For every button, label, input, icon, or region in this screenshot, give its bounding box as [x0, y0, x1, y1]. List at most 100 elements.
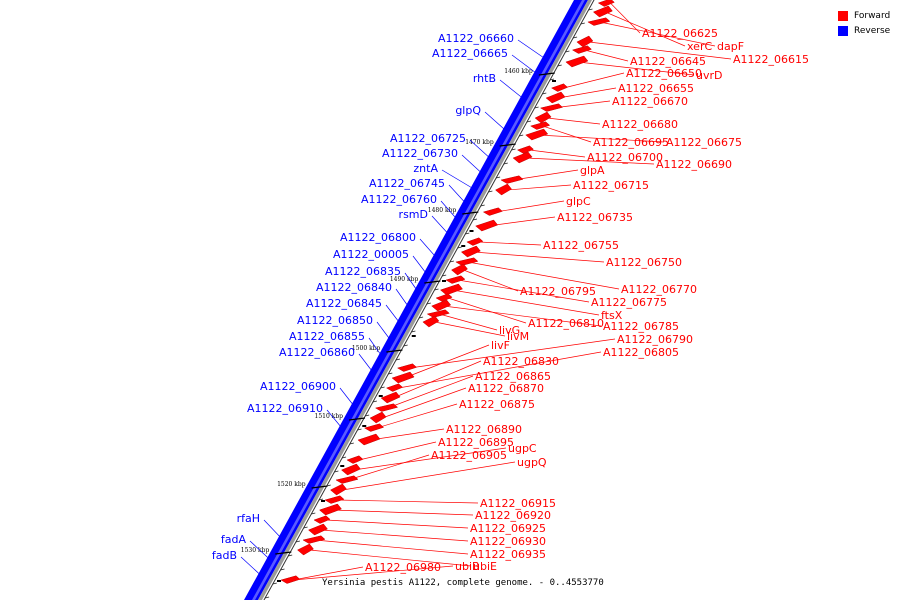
reverse-gene-leader	[517, 39, 548, 61]
forward-gene-label: A1122_06925	[470, 522, 546, 535]
reverse-gene-leader	[511, 54, 539, 76]
minor-tick	[503, 162, 508, 165]
forward-gene-leader	[584, 49, 629, 62]
tick-label: 1490 kbp	[390, 276, 419, 283]
forward-gene-label: A1122_06895	[438, 436, 514, 449]
forward-gene-label: ugpQ	[517, 456, 547, 469]
forward-gene-leader	[320, 529, 469, 542]
forward-gene-label: A1122_06670	[612, 95, 688, 108]
minor-tick	[349, 442, 354, 445]
forward-gene-label: A1122_06675	[666, 136, 742, 149]
reverse-gene-leader	[395, 288, 411, 310]
reverse-gene-leader	[339, 387, 356, 409]
legend-item-reverse: Reverse	[838, 23, 890, 38]
reverse-gene-label: rfaH	[237, 512, 260, 525]
forward-gene-leader	[292, 565, 454, 581]
forward-gene	[500, 175, 524, 184]
forward-gene-leader	[314, 539, 469, 555]
forward-gene	[374, 403, 399, 412]
forward-gene	[335, 475, 359, 484]
forward-gene-leader	[487, 216, 556, 227]
reverse-gene-label: A1122_06855	[289, 330, 365, 343]
forward-gene	[451, 263, 468, 276]
forward-gene-label: A1122_06905	[431, 449, 507, 462]
feature-marker	[378, 395, 383, 397]
forward-gene-leader	[392, 360, 482, 399]
forward-gene-leader	[542, 125, 592, 143]
genome-caption: Yersinia pestis A1122, complete genome. …	[322, 578, 604, 588]
forward-gene-label: A1122_06690	[656, 158, 732, 171]
minor-tick	[557, 64, 562, 67]
forward-gene-label: A1122_06755	[543, 239, 619, 252]
minor-tick	[318, 498, 324, 501]
forward-gene	[587, 17, 611, 26]
forward-gene-label: A1122_06715	[573, 179, 649, 192]
feature-marker	[552, 80, 556, 82]
forward-gene-leader	[537, 134, 665, 143]
forward-gene-label: A1122_06615	[733, 53, 809, 66]
reverse-gene-label: A1122_06665	[432, 47, 508, 60]
minor-tick	[526, 120, 531, 123]
forward-gene-label: livF	[491, 339, 510, 352]
reverse-gene-leader	[412, 255, 429, 277]
minor-tick	[388, 372, 393, 375]
forward-gene-leader	[588, 41, 732, 60]
forward-gene	[460, 245, 481, 258]
minor-tick	[342, 456, 347, 459]
forward-gene-leader	[558, 87, 617, 99]
scale-ticks: 1460 kbp 1470 kbp 1480 kbp 1490 kbp 1500 kbp…	[241, 8, 593, 599]
feature-marker	[321, 500, 325, 502]
reverse-gene-leader	[441, 169, 476, 191]
forward-gene	[318, 503, 342, 516]
minor-tick	[573, 36, 578, 39]
genome-backbone	[244, 0, 595, 600]
forward-gene-label: A1122_06650	[626, 67, 702, 80]
reverse-gene-leader	[240, 556, 263, 578]
tick-label: 1520 kbp	[277, 481, 306, 488]
tick-label: 1510 kbp	[315, 413, 344, 420]
forward-gene-leader	[443, 305, 602, 327]
forward-gene-leader	[398, 351, 602, 389]
minor-tick	[480, 204, 485, 207]
backbone-line	[258, 0, 592, 600]
reverse-gene-leader	[499, 79, 526, 101]
forward-gene-label: A1122_06625	[642, 27, 718, 40]
tick-label: 1470 kbp	[465, 139, 494, 146]
minor-tick	[580, 22, 585, 25]
forward-gene-label: A1122_06920	[475, 509, 551, 522]
minor-tick	[488, 190, 493, 193]
tick-mark	[499, 143, 516, 147]
forward-gene-label: uvrD	[696, 69, 722, 82]
minor-tick	[565, 50, 570, 53]
forward-gene	[592, 5, 613, 18]
forward-gene	[391, 371, 415, 384]
forward-gene-leader	[452, 289, 600, 316]
minor-tick	[465, 232, 470, 235]
reverse-swatch	[838, 25, 848, 36]
forward-gene-leader	[325, 519, 469, 529]
forward-gene-leader	[547, 117, 601, 125]
reverse-gene-label: zntA	[413, 162, 438, 175]
forward-gene-leader	[605, 11, 686, 47]
minor-tick	[411, 330, 416, 333]
minor-tick	[496, 176, 501, 179]
forward-gene-leader	[473, 251, 605, 263]
tick-mark	[311, 485, 328, 489]
tick-mark	[462, 211, 479, 215]
forward-gene	[297, 543, 314, 556]
forward-gene-label: A1122_06810	[528, 317, 604, 330]
forward-gene-leader	[336, 499, 479, 504]
reverse-gene-leader	[358, 353, 375, 375]
reverse-gene-leader	[376, 321, 393, 343]
forward-gene	[534, 111, 552, 124]
reverse-gene-leader	[431, 215, 451, 237]
forward-gene-leader	[353, 447, 507, 471]
forward-gene	[516, 145, 534, 154]
forward-gene-leader	[342, 461, 516, 491]
forward-gene-leader	[552, 100, 611, 109]
reverse-gene-leader	[469, 139, 493, 161]
forward-gene-leader	[457, 279, 590, 303]
forward-gene	[369, 411, 387, 424]
feature-marker	[411, 335, 416, 337]
reverse-gene-label: A1122_06725	[390, 132, 466, 145]
